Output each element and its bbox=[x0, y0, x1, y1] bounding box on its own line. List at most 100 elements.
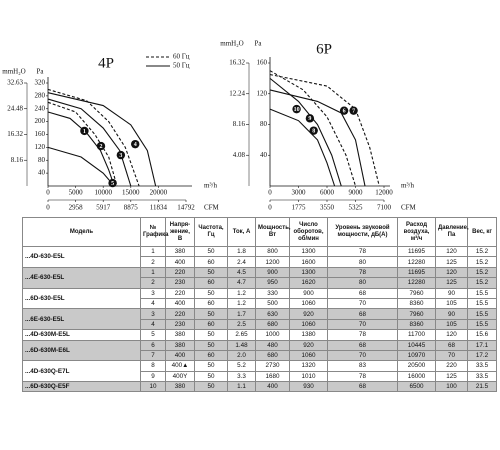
table-cell: 50 bbox=[194, 287, 228, 299]
curve bbox=[47, 98, 132, 187]
table-cell: 900 bbox=[289, 287, 328, 299]
curve-marker bbox=[80, 126, 89, 136]
table-cell: 68 bbox=[327, 287, 398, 299]
table-row: ...4D-630-E5L 1 380 50 1.8 800 1300 78 11695 120 1… bbox=[22, 245, 497, 268]
marker-label: 8 bbox=[312, 129, 315, 135]
table-cell: 220 bbox=[165, 308, 195, 320]
table-cell: 1.8 bbox=[227, 245, 256, 258]
y2-tick-label: 8.16 bbox=[233, 120, 246, 128]
curve bbox=[47, 88, 140, 187]
table-cell: 15.2 bbox=[467, 245, 497, 258]
table-cell: 11695 bbox=[397, 245, 436, 258]
column-header: Частота, Гц bbox=[194, 217, 228, 247]
table-cell: 50 bbox=[194, 245, 228, 258]
y-tick-label: 320 bbox=[35, 79, 46, 87]
table-cell: 80 bbox=[327, 256, 398, 268]
table-cell: 1380 bbox=[289, 329, 328, 341]
table-cell: 3 bbox=[140, 287, 166, 299]
table-row: ...4D-630Q-E7L 8 400▲ 50 5.2 2730 1320 83 20500 2… bbox=[22, 360, 497, 383]
column-header: Модель bbox=[22, 217, 141, 247]
chart-title: 6P bbox=[316, 41, 332, 57]
table-cell: 68 bbox=[327, 339, 398, 351]
table-cell: 15.5 bbox=[467, 308, 497, 320]
table-row: ...4E-630-E5L 1 220 50 4.5 900 1300 78 11695 120 1… bbox=[22, 266, 497, 289]
table-cell: 15.5 bbox=[467, 297, 497, 310]
table-cell: 60 bbox=[194, 277, 228, 289]
x2-tick-label: 3550 bbox=[320, 204, 335, 212]
x2-axis-label: CFM bbox=[204, 204, 220, 212]
table-cell: 1 bbox=[140, 266, 166, 279]
table-row: ...6E-630-E5L 3 220 50 1.7 630 920 68 7960 90 15.5 bbox=[22, 308, 497, 331]
table-cell: 80 bbox=[327, 277, 398, 289]
table-cell: 15.5 bbox=[467, 287, 497, 299]
table-cell: 50 bbox=[194, 308, 228, 320]
curve-marker bbox=[349, 106, 358, 115]
marker-label: 9 bbox=[308, 116, 311, 122]
table-cell: 400Y bbox=[165, 370, 195, 383]
table-cell: 330 bbox=[255, 287, 290, 299]
table-cell: 1060 bbox=[289, 297, 328, 310]
curve-marker bbox=[339, 106, 349, 115]
table-cell: 1300 bbox=[289, 245, 328, 258]
table-cell: 12280 bbox=[397, 277, 436, 289]
curve bbox=[269, 89, 366, 187]
table-row: 4 230 60 2.5 680 1060 70 8360 105 15.5 bbox=[23, 318, 497, 331]
table-cell: 17.2 bbox=[467, 349, 497, 362]
table-cell: 125 bbox=[435, 277, 468, 289]
curve-marker bbox=[96, 141, 106, 151]
table-cell: 230 bbox=[165, 277, 195, 289]
column-header: Число оборотов, об/мин bbox=[289, 217, 328, 247]
table-cell: 2.5 bbox=[227, 318, 256, 331]
marker-label: 3 bbox=[119, 153, 122, 159]
table-cell: 11700 bbox=[397, 329, 436, 341]
model-cell: ...6D-630M-E6L bbox=[22, 339, 141, 362]
marker-label: 5 bbox=[111, 181, 114, 187]
table-cell: 1 bbox=[140, 245, 166, 258]
y-tick-label: 160 bbox=[257, 59, 268, 67]
x-tick-label: 5000 bbox=[69, 189, 84, 197]
table-cell: 2 bbox=[140, 256, 166, 268]
table-cell: 1.2 bbox=[227, 297, 256, 310]
table-row: ...6D-630-E5L 3 220 50 1.2 330 900 68 7960 90 15.5 bbox=[22, 287, 497, 310]
table-cell: 70 bbox=[435, 349, 468, 362]
column-header: Расход воздуха, м³/ч bbox=[397, 217, 436, 247]
table-cell: 125 bbox=[435, 256, 468, 268]
table-cell: 90 bbox=[435, 308, 468, 320]
column-header: Уровень звуковой мощности, дБ(A) bbox=[327, 217, 398, 247]
marker-label: 6 bbox=[343, 109, 346, 115]
x2-axis-label: CFM bbox=[401, 204, 417, 212]
table-cell: 1620 bbox=[289, 277, 328, 289]
curve bbox=[47, 92, 157, 187]
y2-tick-label: 4.08 bbox=[233, 151, 246, 159]
curve-marker bbox=[305, 114, 315, 123]
table-cell: 3.3 bbox=[227, 370, 256, 383]
legend-label: 50 Гц bbox=[173, 62, 190, 70]
table-cell: 15.2 bbox=[467, 277, 497, 289]
table-cell: 680 bbox=[255, 349, 290, 362]
table-cell: 8360 bbox=[397, 297, 436, 310]
x-tick-label: 10000 bbox=[94, 189, 112, 197]
y-tick-label: 120 bbox=[35, 143, 46, 151]
x2-tick-label: 1775 bbox=[292, 204, 307, 212]
table-cell: 1060 bbox=[289, 349, 328, 362]
table-cell: 480 bbox=[255, 339, 290, 351]
table-row: ...6D-630Q-E5F 10 380 50 1.1 400 930 68 6500 100 2… bbox=[22, 381, 497, 393]
y-axis-label: Pa bbox=[37, 68, 45, 76]
table-cell: 6500 bbox=[397, 381, 436, 393]
table-row: ...4D-630M-E5L 5 380 50 2.65 1000 1380 78 11700 1… bbox=[22, 329, 497, 341]
table-cell: 1200 bbox=[255, 256, 290, 268]
model-cell: ...4D-630M-E5L bbox=[22, 329, 141, 341]
y2-tick-label: 16.32 bbox=[229, 59, 245, 67]
table-cell: 1300 bbox=[289, 266, 328, 279]
spec-table: Модель № Графика Напря-жение, В Частота, Гц… bbox=[22, 217, 497, 393]
y2-tick-label: 16.32 bbox=[7, 130, 23, 138]
x-tick-label: 6000 bbox=[320, 189, 335, 197]
curve bbox=[269, 77, 342, 187]
table-cell: 50 bbox=[194, 329, 228, 341]
table-cell: 83 bbox=[327, 360, 398, 372]
table-cell: 50 bbox=[194, 370, 228, 383]
table-cell: 8360 bbox=[397, 318, 436, 331]
table-cell: 33.5 bbox=[467, 370, 497, 383]
x2-tick-label: 8875 bbox=[124, 204, 139, 212]
table-cell: 1060 bbox=[289, 318, 328, 331]
